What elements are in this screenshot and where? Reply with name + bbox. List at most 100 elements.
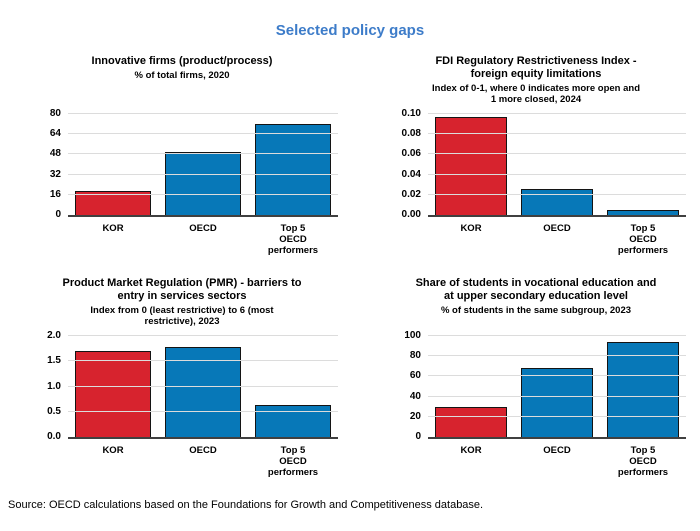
gridline <box>428 395 686 397</box>
bar-kor <box>75 191 151 215</box>
y-tick-label: 0.04 <box>401 168 421 180</box>
y-tick-label: 0.0 <box>47 431 61 442</box>
chart-subtitle: % of total firms, 2020 <box>134 70 230 81</box>
y-axis: 0.0 0.5 1.0 1.5 2.0 <box>26 331 68 442</box>
gridline <box>68 133 338 135</box>
bar-slot <box>428 114 514 215</box>
plot-area <box>428 113 686 217</box>
chart-title: Product Market Regulation (PMR) - barrie… <box>62 277 302 302</box>
y-tick-label: 1.5 <box>47 355 61 367</box>
bar-slot <box>158 336 248 437</box>
gridline <box>68 410 338 412</box>
chart-title: Share of students in vocational educatio… <box>415 277 657 302</box>
y-tick-label: 32 <box>49 168 61 180</box>
source-note: Source: OECD calculations based on the F… <box>8 499 484 511</box>
gridline <box>68 385 338 387</box>
x-axis-labels: KOR OECD Top 5 OECD performers <box>428 217 686 256</box>
bar-slot <box>600 336 686 437</box>
y-axis: 0 16 32 48 64 80 <box>26 109 68 220</box>
y-tick-label: 40 <box>409 390 421 402</box>
y-tick-label: 100 <box>404 330 421 341</box>
gridline <box>428 133 686 135</box>
bar-slot <box>514 114 600 215</box>
chart-panel-innovative-firms: Innovative firms (product/process) % of … <box>26 54 338 256</box>
bar-oecd <box>165 151 241 215</box>
bar-top-5 <box>606 209 680 215</box>
gridline <box>428 173 686 175</box>
y-tick-label: 20 <box>409 410 421 422</box>
bar-oecd <box>520 368 594 437</box>
gridline <box>428 415 686 417</box>
x-category-label: Top 5 OECD performers <box>617 445 669 478</box>
gridline <box>68 173 338 175</box>
chart-body: 0.0 0.5 1.0 1.5 2.0 <box>26 331 338 442</box>
chart-title: FDI Regulatory Restrictiveness Index - f… <box>435 55 637 80</box>
bars <box>68 336 338 437</box>
chart-title: Innovative firms (product/process) <box>91 55 273 67</box>
chart-body: 0 16 32 48 64 80 <box>26 109 338 220</box>
x-category-label: Top 5 OECD performers <box>617 223 669 256</box>
chart-panel-vocational-students: Share of students in vocational educatio… <box>386 276 686 478</box>
plot-area <box>68 113 338 217</box>
gridline <box>428 193 686 195</box>
gridline <box>428 355 686 357</box>
gridline <box>68 335 338 336</box>
x-category-label: Top 5 OECD performers <box>267 223 319 256</box>
x-axis-labels: KOR OECD Top 5 OECD performers <box>68 439 338 478</box>
x-axis-labels: KOR OECD Top 5 OECD performers <box>428 439 686 478</box>
chart-header: Product Market Regulation (PMR) - barrie… <box>26 276 338 336</box>
y-axis: 0.00 0.02 0.04 0.06 0.08 0.10 <box>386 109 428 220</box>
chart-panel-fdi-index: FDI Regulatory Restrictiveness Index - f… <box>386 54 686 256</box>
y-tick-label: 1.0 <box>47 380 61 392</box>
bars <box>428 336 686 437</box>
chart-body: 0 20 40 60 80 100 <box>386 331 686 442</box>
bar-top-5 <box>255 124 331 215</box>
chart-panel-pmr-barriers: Product Market Regulation (PMR) - barrie… <box>26 276 338 478</box>
chart-subtitle: Index of 0-1, where 0 indicates more ope… <box>432 83 640 105</box>
bar-oecd <box>165 347 241 437</box>
bar-slot <box>600 114 686 215</box>
bar-slot <box>514 336 600 437</box>
x-category-label: OECD <box>189 223 217 234</box>
y-tick-label: 80 <box>49 108 61 119</box>
bars <box>68 114 338 215</box>
bars <box>428 114 686 215</box>
x-category-label: KOR <box>460 223 482 234</box>
y-tick-label: 60 <box>409 370 421 382</box>
x-category-label: KOR <box>102 445 124 456</box>
gridline <box>428 113 686 114</box>
gridline <box>68 193 338 195</box>
x-category-label: KOR <box>460 445 482 456</box>
bar-oecd <box>520 188 594 215</box>
y-tick-label: 0.02 <box>401 188 421 200</box>
y-tick-label: 0.5 <box>47 405 61 417</box>
y-tick-label: 16 <box>49 188 61 200</box>
chart-header: Innovative firms (product/process) % of … <box>26 54 338 114</box>
y-tick-label: 48 <box>49 148 61 160</box>
bar-kor <box>434 117 508 215</box>
y-tick-label: 0.00 <box>401 209 421 220</box>
x-category-label: OECD <box>543 445 571 456</box>
bar-slot <box>68 114 158 215</box>
gridline <box>428 335 686 336</box>
bar-slot <box>248 114 338 215</box>
y-tick-label: 0.06 <box>401 148 421 160</box>
chart-subtitle: Index from 0 (least restrictive) to 6 (m… <box>90 305 274 327</box>
bar-top-5 <box>255 404 331 437</box>
x-category-label: OECD <box>189 445 217 456</box>
bar-slot <box>68 336 158 437</box>
y-tick-label: 2.0 <box>47 330 61 341</box>
bar-top-5 <box>606 342 680 437</box>
x-category-label: Top 5 OECD performers <box>267 445 319 478</box>
gridline <box>428 375 686 377</box>
bar-slot <box>158 114 248 215</box>
chart-header: Share of students in vocational educatio… <box>386 276 686 336</box>
figure-title: Selected policy gaps <box>275 22 425 39</box>
bar-slot <box>428 336 514 437</box>
chart-subtitle: % of students in the same subgroup, 2023 <box>440 305 632 316</box>
gridline <box>428 153 686 155</box>
gridline <box>68 113 338 114</box>
x-category-label: OECD <box>543 223 571 234</box>
chart-body: 0.00 0.02 0.04 0.06 0.08 0.10 <box>386 109 686 220</box>
